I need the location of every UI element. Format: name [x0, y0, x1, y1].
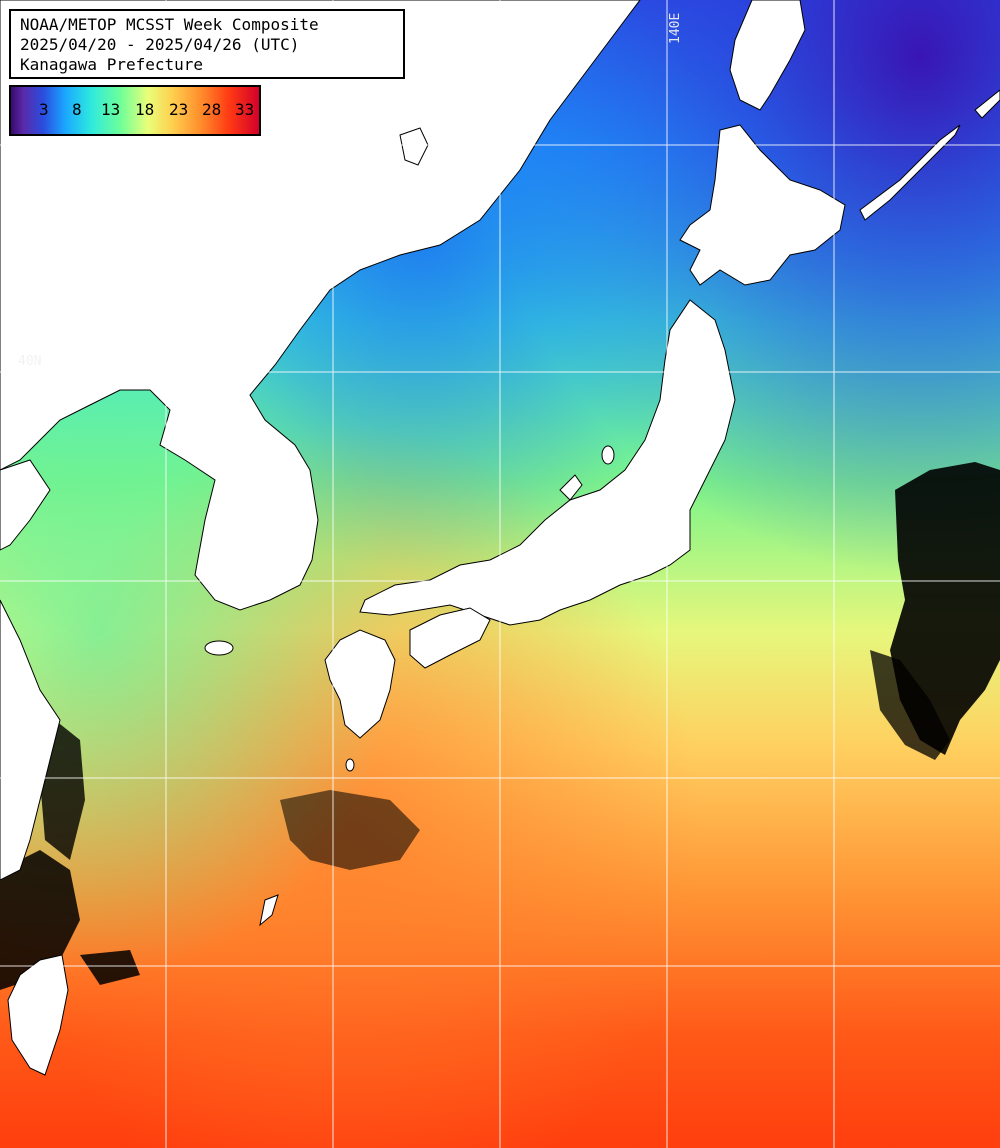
land-hokkaido	[679, 124, 846, 286]
title-date-range: 2025/04/20 - 2025/04/26 (UTC)	[20, 35, 300, 54]
colorbar-tick-18: 18	[135, 100, 155, 119]
land-china-east	[0, 459, 51, 551]
colorbar-tick-13: 13	[101, 100, 121, 119]
land-taiwan	[7, 954, 69, 1076]
land-kuril-2	[974, 89, 1000, 119]
land	[0, 0, 1000, 1076]
land-sakhalin	[729, 0, 806, 111]
colorbar-tick-3: 3	[39, 100, 49, 119]
land-kuril	[859, 124, 961, 221]
cloud-ryukyu	[80, 950, 140, 985]
land-shikoku	[409, 607, 491, 669]
title-box: NOAA/METOP MCSST Week Composite 2025/04/…	[9, 9, 405, 79]
title-region: Kanagawa Prefecture	[20, 55, 204, 74]
land-honshu	[359, 299, 736, 626]
colorbar-tick-8: 8	[72, 100, 82, 119]
colorbar-tick-23: 23	[169, 100, 189, 119]
colorbar-tick-33: 33	[235, 100, 255, 119]
land-island-small	[399, 127, 429, 166]
land-asia-north	[0, 0, 641, 611]
latitude-label: 40N	[18, 354, 42, 369]
land-kyushu	[324, 629, 396, 739]
colorbar-tick-28: 28	[202, 100, 222, 119]
land-china-south	[0, 599, 61, 881]
temperature-colorbar: 3 8 13 18 23 28 33	[9, 85, 261, 136]
land-jeju	[204, 640, 234, 656]
land-tanegashima	[345, 758, 355, 772]
cloud-south	[280, 790, 420, 870]
land-sado	[601, 445, 615, 465]
title-product: NOAA/METOP MCSST Week Composite	[20, 15, 319, 34]
longitude-label: 140E	[668, 12, 683, 44]
land-okinawa	[259, 894, 279, 927]
cloud-east-2	[870, 650, 950, 760]
cloud-east	[890, 462, 1000, 755]
land-noto	[559, 474, 583, 501]
